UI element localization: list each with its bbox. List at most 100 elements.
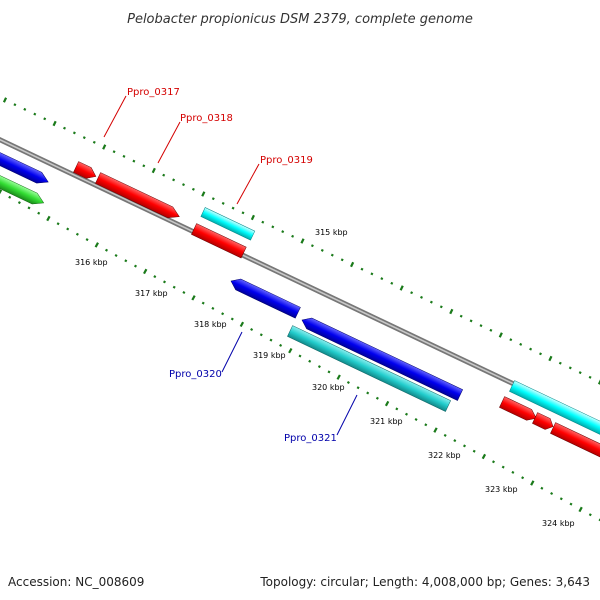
minor-tick bbox=[310, 244, 314, 248]
major-tick bbox=[94, 242, 99, 248]
minor-tick bbox=[317, 365, 321, 369]
minor-tick bbox=[395, 407, 399, 411]
topology-summary: Topology: circular; Length: 4,008,000 bp… bbox=[259, 575, 590, 589]
minor-tick bbox=[281, 230, 285, 234]
genome-backbone bbox=[0, 136, 600, 428]
gene-red-b[interactable] bbox=[191, 223, 247, 259]
scale-label: 320 kbp bbox=[312, 383, 345, 392]
gene-label-ppro-0319[interactable]: Ppro_0319 bbox=[260, 155, 313, 166]
major-tick bbox=[530, 480, 535, 486]
minor-tick bbox=[308, 359, 312, 363]
minor-tick bbox=[375, 396, 379, 400]
gene-ppro-0320[interactable] bbox=[228, 276, 301, 319]
gene-red-right-3[interactable] bbox=[550, 422, 600, 464]
minor-tick bbox=[279, 343, 283, 347]
gene-label-ppro-0320[interactable]: Ppro_0320 bbox=[169, 369, 222, 380]
scale-label: 319 kbp bbox=[253, 351, 286, 360]
scale-label: 317 kbp bbox=[135, 289, 168, 298]
gene-blue-left[interactable] bbox=[0, 146, 51, 188]
minor-tick bbox=[124, 259, 128, 263]
minor-tick bbox=[37, 211, 41, 215]
gene-green-left[interactable] bbox=[0, 169, 46, 209]
minor-tick bbox=[33, 112, 37, 116]
gene-label-ppro-0317[interactable]: Ppro_0317 bbox=[127, 87, 180, 98]
major-tick bbox=[300, 238, 305, 244]
minor-tick bbox=[211, 306, 215, 310]
major-tick bbox=[2, 97, 8, 103]
minor-tick bbox=[23, 107, 27, 111]
minor-tick bbox=[405, 412, 408, 416]
minor-tick bbox=[17, 201, 21, 205]
minor-tick bbox=[588, 513, 592, 517]
gene-ppro-0321[interactable] bbox=[287, 325, 451, 412]
gene-cyan-right[interactable] bbox=[509, 380, 600, 439]
scale-labels: 315 kbp 316 kbp 317 kbp 318 kbp 319 kbp … bbox=[75, 228, 575, 528]
minor-tick bbox=[320, 248, 324, 252]
minor-tick bbox=[588, 375, 592, 379]
gene-label-ppro-0321[interactable]: Ppro_0321 bbox=[284, 433, 337, 444]
major-tick bbox=[239, 321, 245, 328]
minor-tick bbox=[521, 476, 525, 480]
major-tick bbox=[384, 400, 390, 407]
label-leaders bbox=[103, 95, 358, 436]
minor-tick bbox=[182, 183, 185, 187]
gene-labels: Ppro_0317 Ppro_0318 Ppro_0319 Ppro_0320 … bbox=[127, 87, 337, 444]
gene-blue-long[interactable] bbox=[299, 315, 463, 401]
major-tick bbox=[151, 167, 156, 174]
minor-tick bbox=[568, 366, 572, 370]
gene-ppro-0317[interactable] bbox=[73, 161, 98, 182]
minor-tick bbox=[346, 381, 350, 384]
minor-tick bbox=[459, 314, 463, 318]
minor-tick bbox=[112, 150, 116, 154]
minor-tick bbox=[132, 159, 136, 163]
minor-tick bbox=[424, 423, 428, 427]
minor-tick bbox=[540, 486, 544, 490]
accession-text: Accession: NC_008609 bbox=[8, 575, 144, 589]
forward-strand-genes bbox=[0, 146, 600, 464]
minor-tick bbox=[380, 277, 384, 281]
minor-tick bbox=[201, 301, 205, 305]
major-tick bbox=[46, 215, 51, 222]
minor-tick bbox=[550, 492, 554, 495]
minor-tick bbox=[63, 126, 66, 130]
minor-tick bbox=[559, 497, 563, 501]
major-tick bbox=[350, 261, 355, 268]
major-tick bbox=[0, 189, 3, 195]
minor-tick bbox=[172, 285, 176, 289]
minor-tick bbox=[105, 248, 108, 252]
minor-tick bbox=[142, 164, 146, 168]
minor-tick bbox=[85, 238, 89, 242]
gene-ppro-0318[interactable] bbox=[95, 172, 181, 222]
minor-tick bbox=[13, 103, 17, 107]
major-tick bbox=[102, 144, 107, 150]
minor-tick bbox=[439, 305, 443, 309]
gene-red-right-1[interactable] bbox=[499, 396, 538, 424]
major-tick bbox=[191, 295, 196, 301]
minor-tick bbox=[134, 264, 137, 268]
minor-tick bbox=[269, 338, 273, 342]
minor-tick bbox=[360, 267, 364, 271]
minor-tick bbox=[469, 319, 473, 323]
minor-tick bbox=[370, 272, 374, 276]
scale-label: 318 kbp bbox=[194, 320, 227, 329]
minor-tick bbox=[27, 206, 31, 210]
gene-label-ppro-0318[interactable]: Ppro_0318 bbox=[180, 113, 233, 124]
major-tick bbox=[498, 332, 503, 338]
minor-tick bbox=[519, 342, 523, 346]
minor-tick bbox=[221, 201, 225, 205]
minor-tick bbox=[390, 281, 394, 285]
scale-label: 321 kbp bbox=[370, 417, 403, 426]
minor-tick bbox=[578, 371, 582, 375]
outer-tick-ring bbox=[2, 97, 600, 385]
gene-red-right-2[interactable] bbox=[532, 412, 555, 432]
gene-ppro-0319[interactable] bbox=[200, 207, 256, 241]
major-tick bbox=[201, 191, 206, 197]
minor-tick bbox=[420, 295, 423, 299]
minor-tick bbox=[291, 234, 295, 238]
reverse-strand-genes bbox=[228, 276, 463, 412]
major-tick bbox=[597, 379, 600, 385]
minor-tick bbox=[327, 370, 331, 374]
scale-label: 315 kbp bbox=[315, 228, 348, 237]
scale-label: 322 kbp bbox=[428, 451, 461, 460]
inner-tick-ring bbox=[0, 189, 600, 522]
